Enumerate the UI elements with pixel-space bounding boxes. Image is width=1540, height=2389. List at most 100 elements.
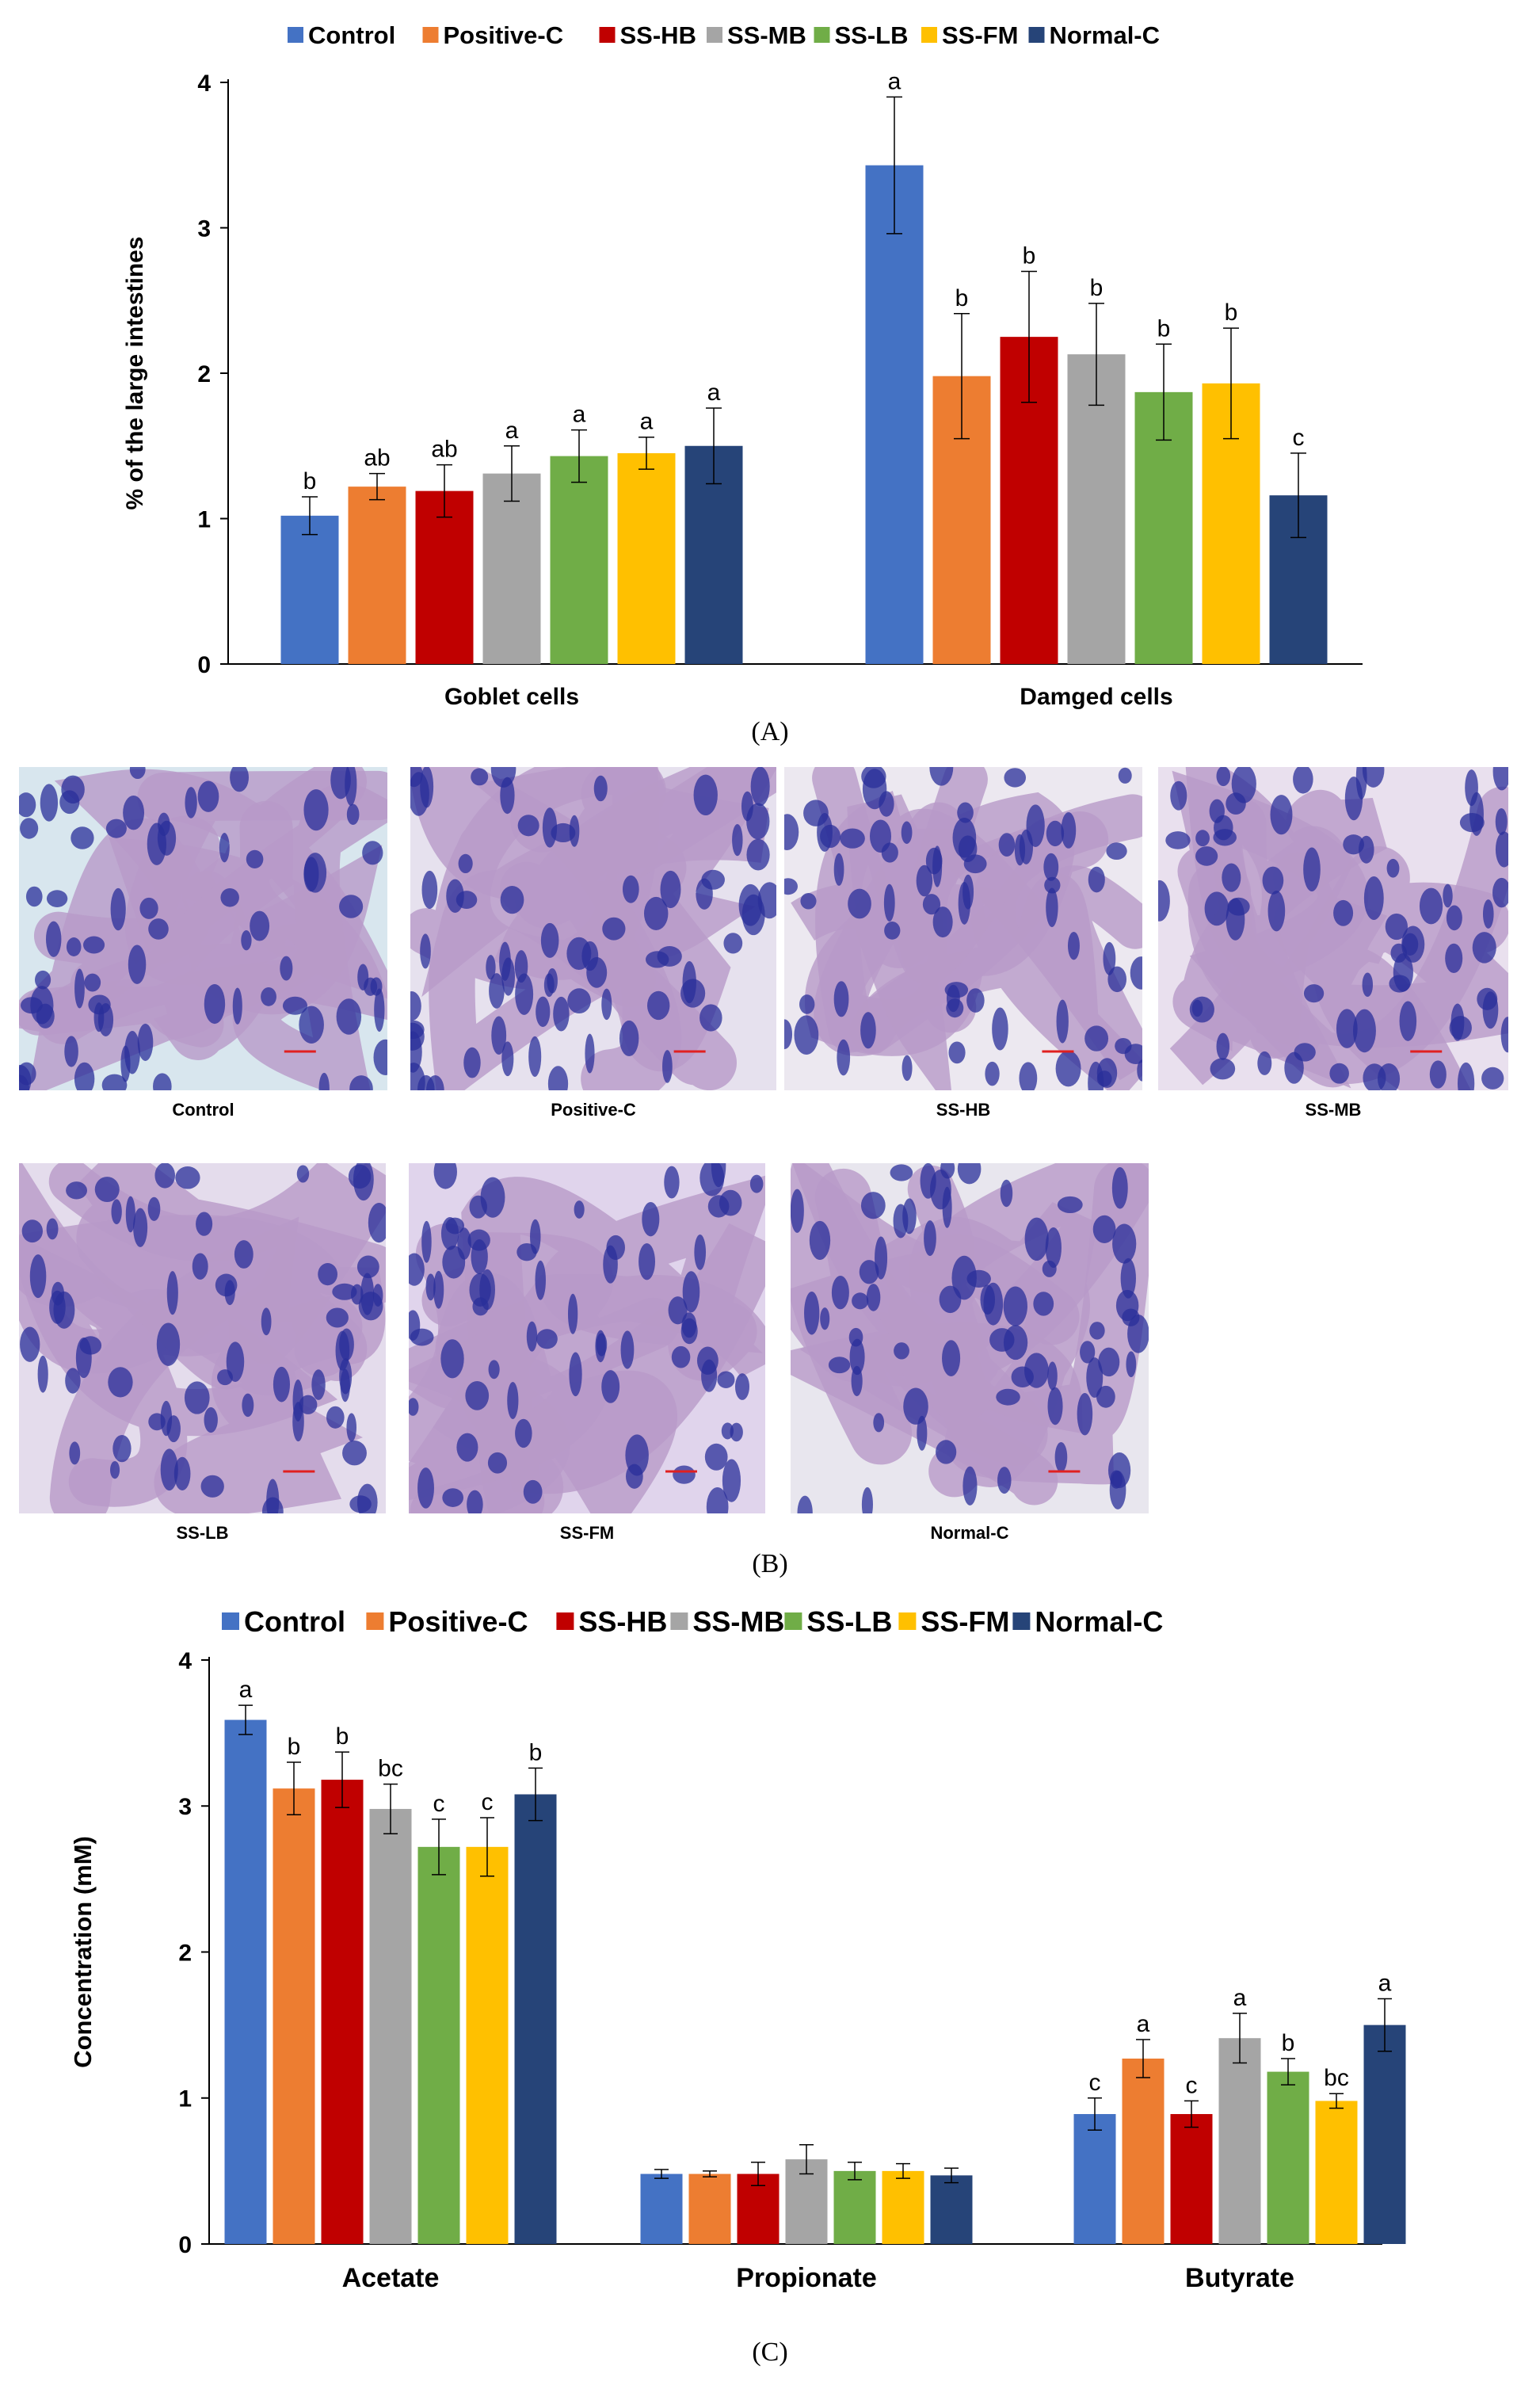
goblet-cell-stain (65, 1368, 81, 1394)
goblet-cell-stain (536, 996, 551, 1028)
goblet-cell-stain (1457, 1062, 1475, 1090)
goblet-cell-stain (784, 814, 799, 850)
goblet-cell-stain (303, 857, 319, 892)
tissue-pattern (791, 1163, 1149, 1513)
goblet-cell-stain (517, 1242, 537, 1261)
goblet-cell-stain (1195, 846, 1218, 866)
goblet-cell-stain (349, 1075, 373, 1090)
goblet-cell-stain (226, 1341, 245, 1382)
goblet-cell-stain (1267, 891, 1286, 932)
goblet-cell-stain (79, 1336, 102, 1355)
goblet-cell-stain (296, 1165, 310, 1183)
goblet-cell-stain (536, 1329, 558, 1349)
goblet-cell-stain (1209, 799, 1225, 823)
goblet-cell-stain (160, 1448, 178, 1491)
significance-letter-butyrate-control: c (1089, 2070, 1101, 2096)
tissue-pattern (410, 767, 776, 1090)
goblet-cell-stain (515, 973, 534, 1015)
goblet-cell-stain (340, 1368, 350, 1402)
goblet-cell-stain (784, 1019, 793, 1050)
goblet-cell-stain (992, 1007, 1008, 1051)
goblet-cell-stain (83, 936, 105, 954)
goblet-cell-stain (147, 1196, 161, 1221)
histology-caption-normal-c: Normal-C (930, 1523, 1009, 1543)
histology-image-normal-c (791, 1163, 1149, 1513)
tissue-fold (19, 783, 387, 1090)
goblet-cell-stain (673, 1465, 696, 1484)
goblet-cell-stain (357, 964, 369, 990)
goblet-cell-stain (957, 1163, 982, 1185)
goblet-cell-stain (1054, 1441, 1068, 1473)
significance-letter-acetate-positive-c: b (288, 1734, 301, 1760)
goblet-damaged-cells-chart: Control Positive-C SS-HB SS-MB SS-LB SS-FM Nor… (122, 21, 1363, 710)
goblet-cell-stain (929, 1169, 951, 1210)
goblet-cell-stain (303, 789, 329, 831)
significance-letter-goblet-cells-control: b (303, 468, 317, 494)
goblet-cell-stain (1352, 1009, 1376, 1053)
legend-label-positive-c: Positive-C (388, 1605, 528, 1638)
goblet-cell-stain (894, 1342, 909, 1360)
goblet-cell-stain (410, 1031, 422, 1073)
goblet-cell-stain (642, 1202, 660, 1237)
legend-swatch-positive-c (366, 1612, 384, 1630)
goblet-cell-stain (215, 1273, 238, 1297)
goblet-cell-stain (1495, 807, 1508, 835)
goblet-cell-stain (46, 1218, 59, 1240)
tissue-fold (849, 794, 1142, 1090)
goblet-cell-stain (922, 894, 941, 915)
goblet-cell-stain (266, 1479, 280, 1513)
y-tick-label: 2 (197, 361, 211, 387)
goblet-cell-stain (540, 922, 559, 958)
goblet-cell-stain (619, 1020, 639, 1057)
goblet-cell-stain (49, 1290, 66, 1324)
goblet-cell-stain (626, 1464, 643, 1489)
bar-acetate-ss-hb (321, 1780, 364, 2244)
goblet-cell-stain (373, 1039, 387, 1075)
goblet-cell-stain (1057, 1196, 1083, 1214)
goblet-cell-stain (1222, 863, 1241, 892)
goblet-cell-stain (866, 1284, 881, 1311)
bar-butyrate-control (1073, 2114, 1116, 2244)
goblet-cell-stain (35, 970, 51, 990)
goblet-cell-stain (662, 1050, 673, 1083)
legend-swatch-ss-mb (670, 1612, 688, 1630)
bar-acetate-ss-fm (466, 1846, 509, 2244)
goblet-cell-stain (668, 1296, 688, 1325)
goblet-cell-stain (952, 817, 977, 858)
goblet-cell-stain (553, 996, 570, 1032)
goblet-cell-stain (1477, 987, 1498, 1010)
goblet-cell-stain (543, 973, 555, 998)
goblet-cell-stain (111, 1199, 122, 1225)
goblet-cell-stain (74, 968, 85, 1009)
goblet-cell-stain (569, 1352, 582, 1397)
goblet-cell-stain (204, 1407, 218, 1433)
goblet-cell-stain (1088, 866, 1105, 893)
goblet-cell-stain (342, 1441, 367, 1466)
goblet-cell-stain (517, 815, 539, 837)
goblet-cell-stain (137, 1023, 154, 1061)
goblet-cell-stain (173, 1456, 191, 1491)
goblet-cell-stain (488, 1360, 500, 1380)
goblet-cell-stain (593, 775, 608, 802)
legend-label-ss-hb: SS-HB (578, 1605, 667, 1638)
tissue-pattern (784, 767, 1142, 1090)
legend-label-normal-c: Normal-C (1050, 21, 1161, 49)
goblet-cell-stain (852, 1292, 869, 1310)
goblet-cell-stain (1107, 1452, 1131, 1489)
goblet-cell-stain (1492, 877, 1508, 908)
goblet-cell-stain (446, 879, 464, 913)
significance-letter-butyrate-ss-hb: c (1186, 2072, 1198, 2098)
goblet-cell-stain (108, 1367, 133, 1398)
goblet-cell-stain (410, 772, 429, 816)
goblet-cell-stain (932, 845, 943, 887)
goblet-cell-stain (148, 918, 169, 940)
goblet-cell-stain (184, 1381, 210, 1414)
goblet-cell-stain (1481, 1067, 1504, 1090)
goblet-cell-stain (1126, 1351, 1137, 1378)
y-axis-title: % of the large intestines (122, 236, 148, 509)
goblet-cell-stain (837, 1039, 851, 1076)
goblet-cell-stain (1127, 1315, 1149, 1353)
bar-damged-cells-ss-mb (1067, 354, 1126, 664)
goblet-cell-stain (232, 987, 242, 1025)
goblet-cell-stain (671, 1345, 691, 1368)
